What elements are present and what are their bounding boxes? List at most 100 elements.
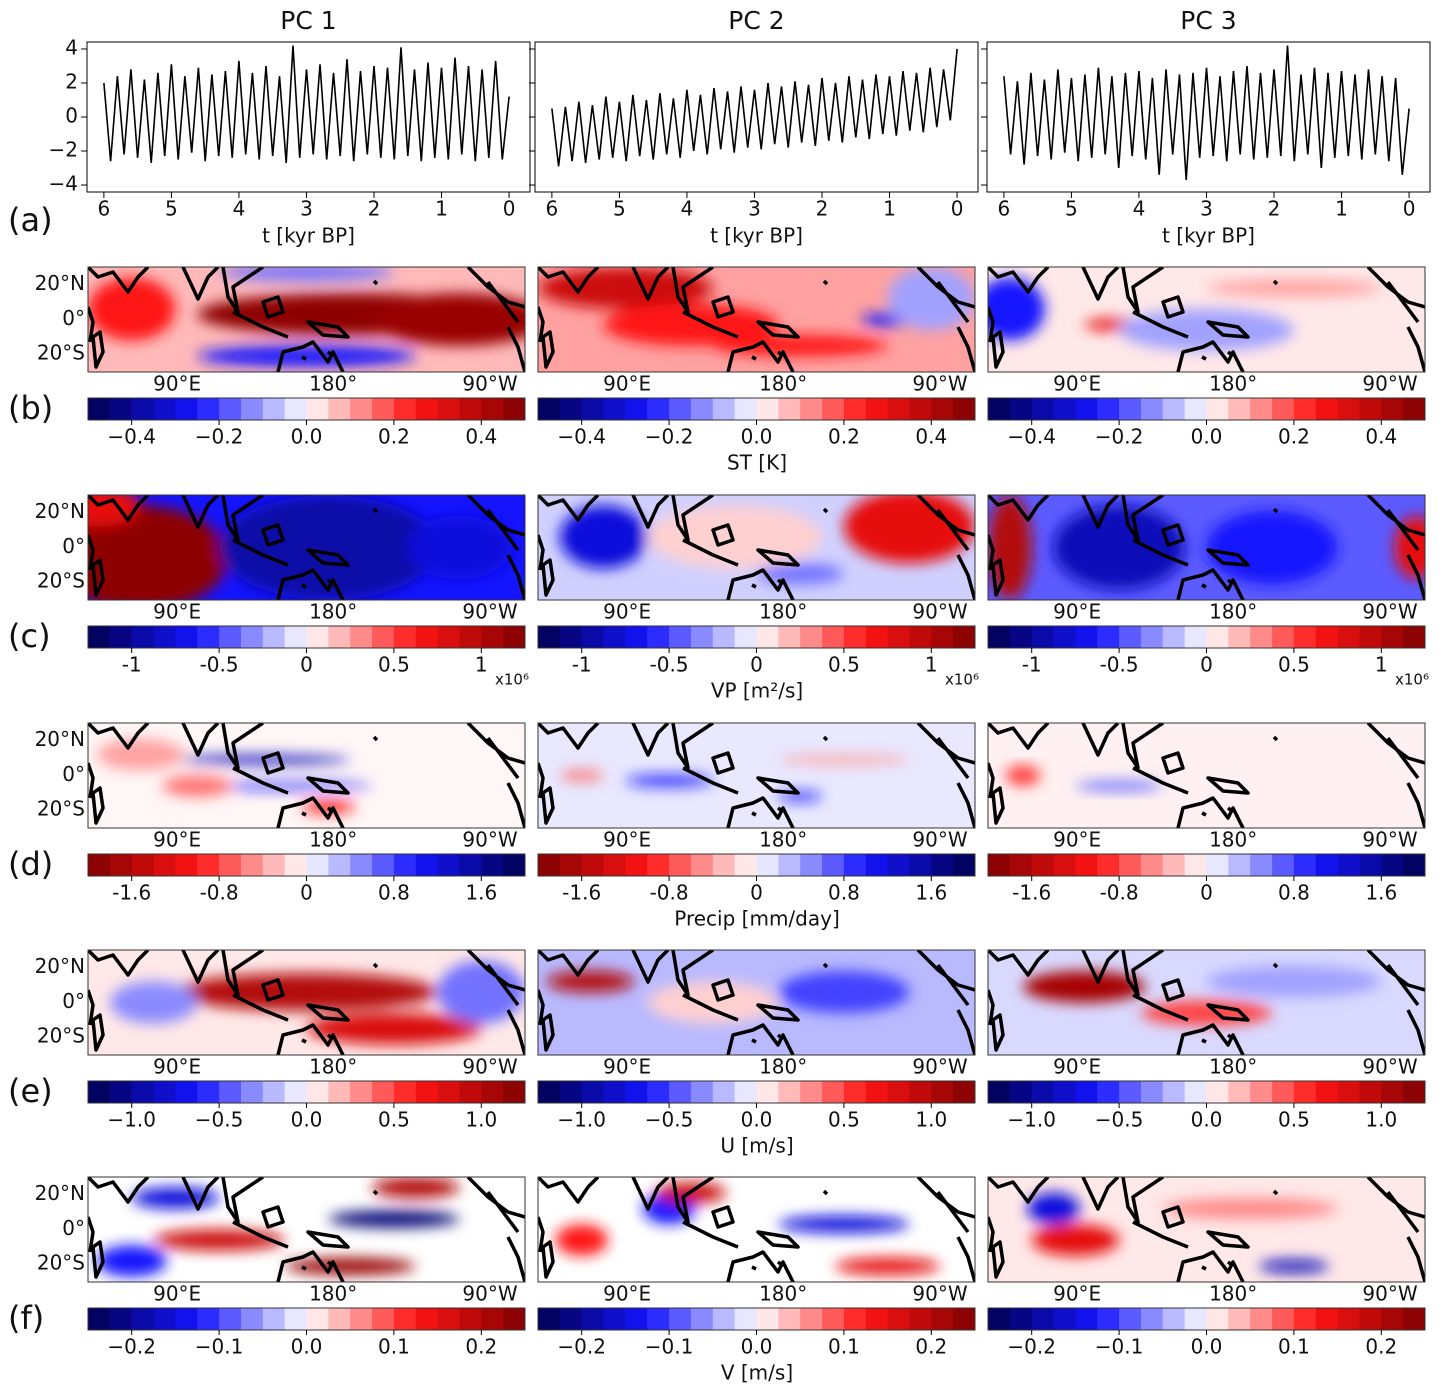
pc-line — [551, 48, 958, 167]
lon-label: 180° — [1209, 828, 1257, 852]
colorbar-segment — [669, 1308, 692, 1330]
colorbar-tick-label: 0.2 — [915, 1335, 947, 1359]
lat-label: 20°S — [37, 1024, 85, 1048]
colorbar-segment — [690, 1308, 714, 1330]
colorbar-segment — [175, 854, 198, 876]
map-background — [988, 723, 1425, 828]
colorbar-tick-label: 0.0 — [1191, 1108, 1223, 1132]
colorbar-segment — [109, 1308, 133, 1330]
colorbar-segment — [284, 626, 307, 648]
colorbar-label: VP [m²/s] — [711, 679, 803, 703]
colorbar-tick-label: 0 — [300, 881, 313, 905]
map-anomaly — [1005, 765, 1041, 786]
colorbar-segment — [1097, 1081, 1120, 1103]
map-blobs — [1005, 765, 1163, 792]
colorbar-tick-label: 0.5 — [378, 1108, 410, 1132]
colorbar-segment — [1184, 398, 1207, 420]
colorbar-segment — [1403, 854, 1426, 876]
map-frame — [87, 494, 526, 601]
map-frame — [987, 949, 1426, 1056]
lat-label: 0° — [62, 534, 85, 558]
colorbar-offset: x10⁶ — [1395, 671, 1429, 689]
map-anomaly — [197, 345, 416, 367]
colorbar-tick-label: 0.1 — [828, 1335, 860, 1359]
colorbar-segment — [865, 398, 889, 420]
colorbar-tick-label: −0.5 — [645, 1108, 694, 1132]
colorbar-tick-label: 0.0 — [1191, 425, 1223, 449]
colorbar-segment — [756, 626, 779, 648]
colorbar-segment — [1119, 1308, 1142, 1330]
colorbar-segment — [1381, 1081, 1404, 1103]
colorbar-tick-label: −0.2 — [107, 1335, 156, 1359]
map-anomaly — [96, 738, 185, 771]
x-tick-label: 2 — [1268, 197, 1281, 221]
colorbar-segment — [262, 1308, 286, 1330]
colorbar-segment — [175, 1308, 198, 1330]
colorbar-segment — [1315, 1308, 1339, 1330]
x-tick-label: 2 — [368, 197, 381, 221]
lon-label: 180° — [1209, 372, 1257, 396]
row-label: (a) — [8, 201, 53, 239]
lon-label: 90°W — [462, 828, 517, 852]
colorbar-segment — [219, 1308, 242, 1330]
colorbar-segment — [909, 1081, 932, 1103]
map-anomaly — [372, 1177, 460, 1198]
map-anomaly — [197, 782, 373, 790]
colorbar-segment — [1031, 854, 1055, 876]
pc-line — [1003, 45, 1410, 180]
colorbar-label: U [m/s] — [720, 1134, 793, 1158]
colorbar-segment — [131, 1308, 155, 1330]
colorbar-segment — [1053, 854, 1076, 876]
map-frame — [987, 1176, 1426, 1283]
colorbar-segment — [1075, 1081, 1098, 1103]
colorbar-segment — [240, 398, 264, 420]
colorbar-tick-label: 1.0 — [1365, 1108, 1397, 1132]
colorbar-tick-label: 1.6 — [1365, 881, 1397, 905]
colorbar-segment — [931, 1308, 954, 1330]
colorbar-segment — [800, 398, 823, 420]
colorbar-segment — [415, 626, 439, 648]
colorbar-segment — [1031, 1308, 1055, 1330]
lon-label: 90°E — [603, 1282, 651, 1306]
map-blobs — [555, 1182, 941, 1275]
map-background — [88, 723, 525, 828]
colorbar-segment — [131, 1081, 155, 1103]
map-field — [988, 1177, 1425, 1282]
map-anomaly — [153, 1229, 285, 1251]
colorbar-segment — [219, 626, 242, 648]
colorbar-segment — [712, 398, 736, 420]
colorbar-segment — [538, 398, 561, 420]
colorbar-segment — [538, 626, 561, 648]
map-anomaly — [778, 792, 823, 801]
colorbar-tick-label: 0.2 — [1278, 425, 1310, 449]
map-anomaly — [712, 335, 888, 357]
colorbar-tick-label: −0.1 — [645, 1335, 694, 1359]
colorbar-segment — [1206, 398, 1229, 420]
map-field — [538, 267, 975, 372]
colorbar-tick-label: −0.2 — [195, 425, 244, 449]
colorbar-tick-label: -0.8 — [650, 881, 689, 905]
colorbar-segment — [88, 1081, 111, 1103]
colorbar-segment — [756, 1308, 779, 1330]
colorbar-segment — [1009, 398, 1033, 420]
colorbar-segment — [262, 398, 286, 420]
x-axis-label: t [kyr BP] — [262, 224, 355, 248]
colorbar-segment — [1162, 1081, 1186, 1103]
colorbar-tick-label: −0.1 — [195, 1335, 244, 1359]
colorbar-segment — [306, 398, 329, 420]
map-anomaly — [109, 981, 198, 1024]
colorbar-segment — [690, 854, 714, 876]
map-anomaly — [372, 293, 525, 346]
colorbar-segment — [1053, 626, 1076, 648]
colorbar-segment — [1359, 1081, 1382, 1103]
colorbar-tick-label: 0.5 — [828, 1108, 860, 1132]
colorbar-tick-label: −0.5 — [195, 1108, 244, 1132]
colorbar-segment — [1075, 626, 1098, 648]
colorbar-tick-label: −0.1 — [1095, 1335, 1144, 1359]
map-anomaly — [175, 973, 438, 1011]
colorbar-segment — [843, 398, 867, 420]
colorbar-segment — [437, 626, 460, 648]
colorbar-segment — [909, 398, 932, 420]
lon-label: 90°E — [153, 828, 201, 852]
colorbar-segment — [1359, 1308, 1382, 1330]
